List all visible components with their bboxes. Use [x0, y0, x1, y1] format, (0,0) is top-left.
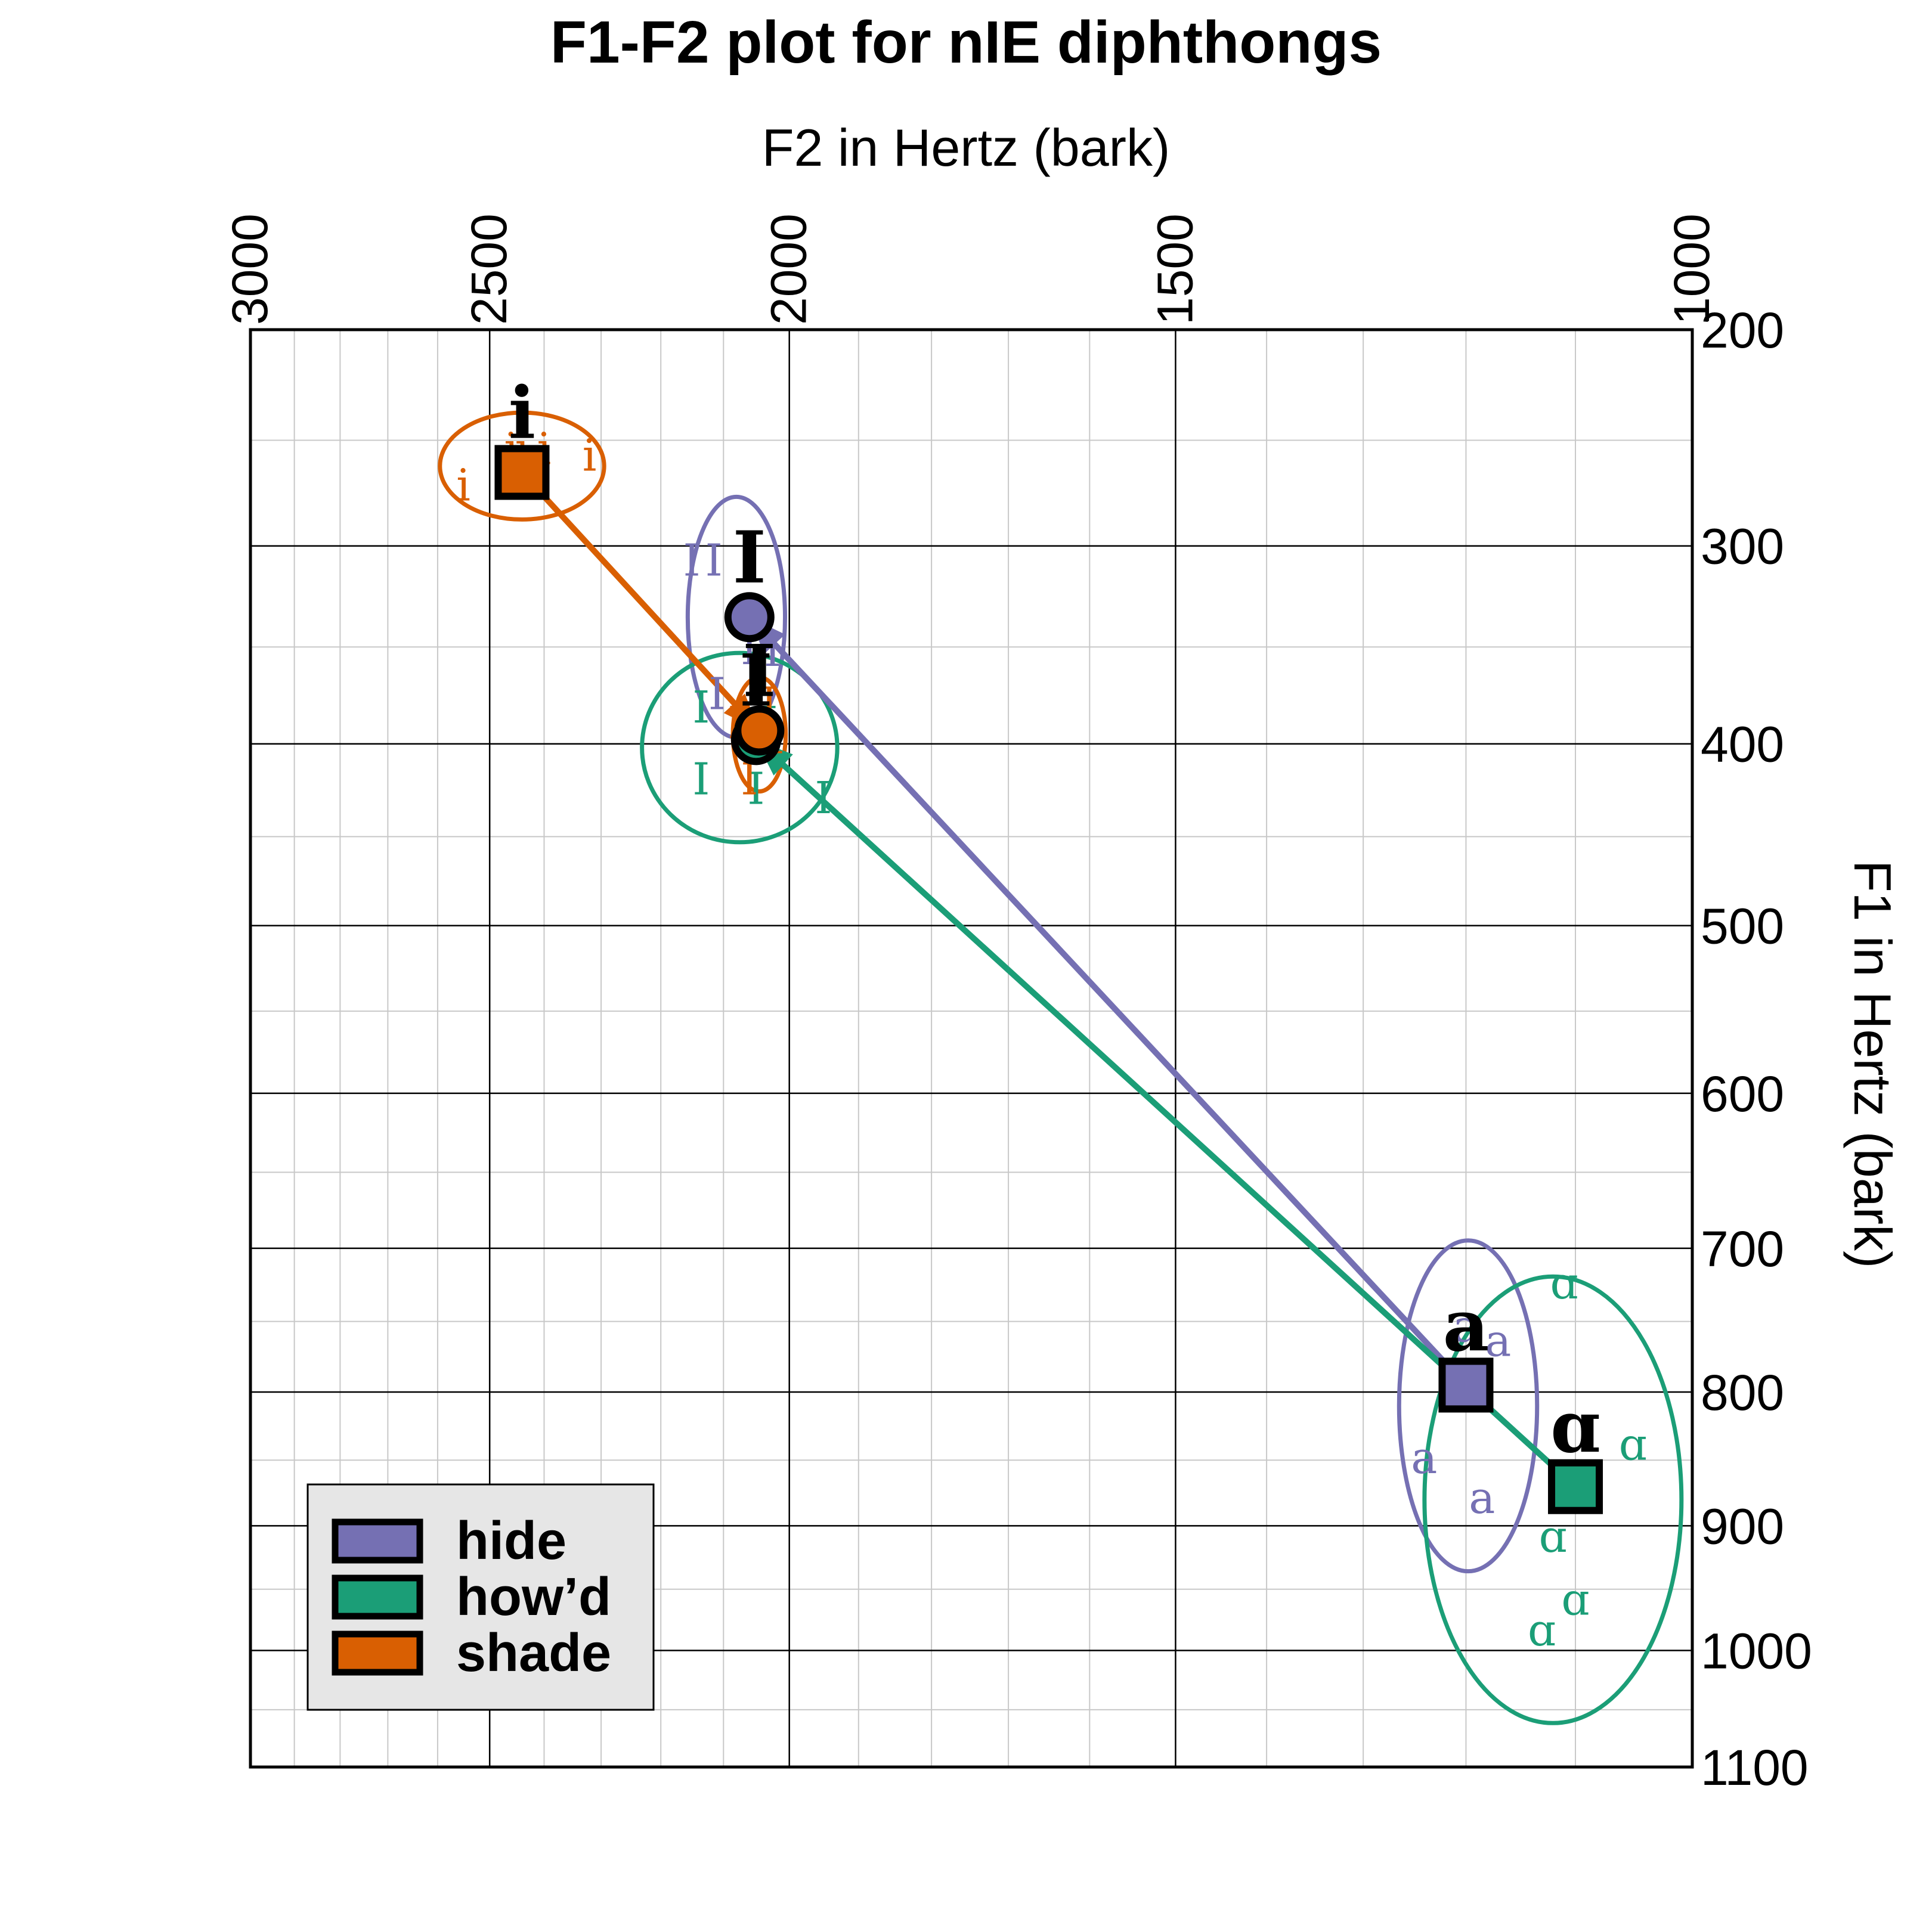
mean-marker-shade-offset — [734, 705, 785, 756]
y-tick-label: 500 — [1701, 898, 1784, 954]
y-ticks: 200 300 400 500 600 700 800 900 1000 1100 — [1701, 302, 1812, 1796]
ellipse-hide-onset — [1397, 1238, 1540, 1574]
x-tick-label: 2500 — [461, 213, 517, 325]
mean-marker-hide-onset — [1438, 1357, 1494, 1413]
means: a Iɑ Ii I — [494, 371, 1603, 1514]
token-label: I — [683, 535, 700, 586]
trajectory-hide — [747, 615, 1469, 1387]
x-tick-label: 1500 — [1147, 213, 1203, 325]
ellipse-shade-onset — [438, 410, 606, 522]
token-label: I — [815, 773, 832, 824]
token-label: ɑ — [1619, 1419, 1647, 1471]
x-ticks: 3000 2500 2000 1500 1000 — [222, 213, 1720, 325]
ellipse-how’d-onset — [1422, 1274, 1684, 1725]
y-tick-label: 200 — [1701, 302, 1784, 358]
grid-minor — [250, 330, 1692, 1767]
legend-label: how’d — [456, 1567, 611, 1627]
mean-marker-hide-offset — [724, 592, 775, 643]
token-label: I — [705, 535, 723, 586]
token-label: ɑ — [1561, 1574, 1589, 1626]
token-label: ɑ — [1539, 1511, 1567, 1563]
token-label: a — [1453, 1301, 1479, 1353]
trajectory-shade — [519, 470, 762, 733]
token-label: i — [456, 460, 470, 511]
plot-frame — [249, 328, 1694, 1769]
token-label: ɑ — [1528, 1605, 1556, 1656]
y-tick-label: 600 — [1701, 1066, 1784, 1122]
y-tick-label: 1100 — [1701, 1740, 1809, 1796]
token-label: ɑ — [1550, 1258, 1578, 1309]
legend-swatch-hide — [332, 1518, 423, 1564]
x-tick-label: 2000 — [761, 213, 817, 325]
token-label: I — [692, 754, 710, 805]
x-axis-label: F2 in Hertz (bark) — [762, 118, 1171, 177]
y-axis-label: F1 in Hertz (bark) — [1843, 860, 1902, 1269]
token-label: i — [583, 430, 597, 481]
x-tick-label: 1000 — [1664, 213, 1720, 325]
x-tick-label: 3000 — [222, 213, 278, 325]
mean-marker-how’d-onset — [1548, 1459, 1603, 1514]
mean-label-shade-offset: I — [742, 629, 776, 713]
token-label: a — [1411, 1433, 1437, 1484]
mean-label-hide-onset: a — [1443, 1284, 1490, 1368]
mean-label-how’d-onset: ɑ — [1550, 1385, 1600, 1470]
token-label: I — [692, 682, 710, 733]
y-tick-label: 700 — [1701, 1221, 1784, 1277]
y-tick-label: 1000 — [1701, 1623, 1812, 1679]
token-label: I — [747, 763, 764, 814]
legend-label: shade — [456, 1623, 611, 1683]
y-tick-label: 800 — [1701, 1365, 1784, 1421]
chart-title: F1-F2 plot for nIE diphthongs — [550, 9, 1382, 76]
legend-label: hide — [456, 1511, 566, 1571]
y-tick-label: 900 — [1701, 1498, 1784, 1554]
mean-label-hide-offset: I — [733, 516, 766, 600]
token-label: I — [708, 668, 726, 720]
legend-swatch-shade — [332, 1630, 423, 1676]
y-tick-label: 400 — [1701, 717, 1784, 773]
mean-marker-shade-onset — [494, 445, 550, 500]
y-tick-label: 300 — [1701, 519, 1784, 575]
mean-label-shade-onset: i — [509, 371, 536, 455]
legend-swatch-how’d — [332, 1574, 423, 1620]
ellipse-how’d-offset — [640, 650, 840, 845]
token-label: a — [1469, 1473, 1495, 1524]
